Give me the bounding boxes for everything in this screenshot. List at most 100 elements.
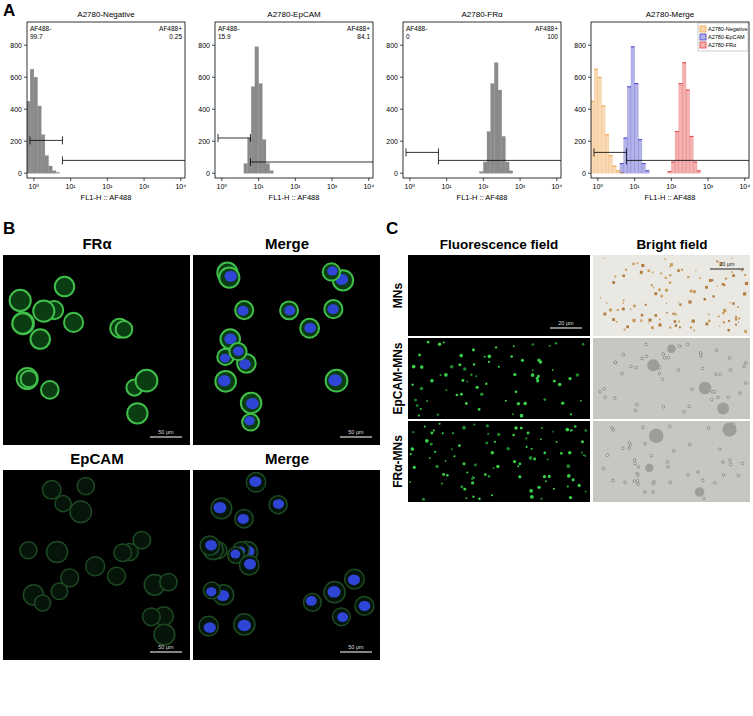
particle [505, 400, 507, 402]
particle [576, 373, 579, 376]
particle [412, 365, 416, 369]
histogram-bar [306, 173, 310, 174]
histogram-bar [292, 173, 296, 174]
particle [744, 274, 746, 276]
gate-line [62, 160, 185, 161]
bright-field-image [593, 338, 750, 419]
histogram-bar [325, 173, 329, 174]
particle [532, 343, 534, 345]
particle [552, 431, 554, 433]
particle [567, 474, 571, 478]
particle [745, 282, 748, 285]
gate-end [218, 134, 219, 142]
plot-frame [27, 22, 185, 178]
x-tick-label: 10⁴ [175, 183, 186, 190]
histogram-bar [281, 173, 285, 174]
particle [612, 318, 615, 321]
histogram-bar [439, 173, 443, 174]
image-background [193, 255, 380, 445]
histogram-bar [642, 173, 646, 174]
fluorescence-image: 20 μm [408, 255, 590, 336]
nucleus [204, 622, 216, 633]
particle [430, 443, 433, 446]
particle [653, 287, 654, 288]
row-label: EpCAM-MNs [391, 342, 405, 414]
particle [648, 319, 651, 322]
particle [487, 433, 489, 435]
particle [662, 353, 665, 356]
x-tick [180, 178, 181, 181]
histogram-bar-top [671, 162, 675, 163]
particle [711, 398, 714, 401]
cell [86, 557, 105, 576]
histogram-bar-top [627, 86, 631, 87]
particle [442, 473, 445, 476]
histogram-bar [118, 173, 122, 174]
histogram-bar [605, 173, 609, 174]
particle [666, 312, 668, 314]
histogram-bar [701, 173, 705, 174]
nucleus [306, 596, 317, 606]
nucleus [206, 587, 216, 596]
x-tick-label: 10³ [703, 183, 714, 190]
histogram-bar [509, 171, 513, 173]
x-tick [258, 178, 259, 181]
histogram-bars [591, 47, 701, 173]
particle [533, 458, 536, 461]
histogram-bar [251, 87, 255, 173]
legend-swatch [700, 42, 706, 48]
histogram-bar [616, 173, 620, 174]
particle [648, 323, 649, 324]
histogram-bar [631, 47, 635, 173]
histogram-bar [52, 171, 56, 173]
x-tick [221, 178, 222, 181]
particle [473, 363, 475, 365]
x-axis-label: FL1-H :: AF488 [457, 193, 508, 202]
cell [235, 509, 253, 527]
histogram-bar [115, 173, 119, 174]
histogram-bar-top [602, 106, 606, 107]
particle [444, 373, 448, 377]
particle [484, 356, 486, 358]
particle [578, 484, 581, 487]
histogram-bar [602, 106, 606, 173]
particle [424, 425, 426, 427]
cell [17, 368, 38, 389]
particle [743, 292, 746, 295]
cell [51, 583, 68, 600]
gate-label: AF488+ [159, 25, 182, 32]
particle [667, 466, 670, 469]
scale-bar-label: 50 μm [158, 429, 174, 435]
particle [687, 474, 690, 477]
x-tick-label: 10⁴ [551, 183, 562, 190]
x-tick-label: 10³ [515, 183, 526, 190]
particle [640, 319, 642, 321]
particle [637, 483, 640, 486]
blur-spot [717, 403, 729, 415]
nucleus [304, 323, 316, 333]
histogram-bar [505, 162, 509, 173]
histogram-bar [631, 173, 635, 174]
particle [472, 495, 474, 497]
histogram-bar [321, 173, 325, 174]
histogram-bar [591, 101, 594, 173]
gate-end [594, 148, 595, 156]
particle [497, 433, 500, 436]
y-tick-label: 800 [386, 42, 398, 49]
y-tick-label: 600 [198, 74, 210, 81]
histogram-bar [472, 173, 476, 174]
particle [723, 321, 725, 323]
particle [581, 440, 584, 443]
x-tick [446, 178, 447, 181]
nucleus [284, 305, 295, 315]
particle [453, 455, 455, 457]
y-tick [24, 173, 27, 174]
cell [64, 313, 83, 332]
y-tick [588, 141, 591, 142]
nucleus [237, 306, 248, 316]
y-tick-label: 600 [10, 74, 22, 81]
histogram-bar [712, 173, 716, 174]
particle [520, 427, 523, 430]
particle [663, 357, 666, 360]
particle [705, 323, 708, 326]
